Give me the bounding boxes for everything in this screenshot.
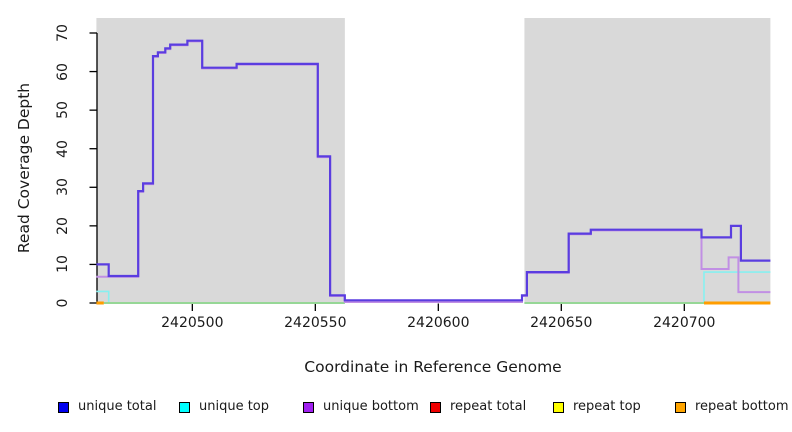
legend-swatch-icon: [303, 401, 314, 413]
y-tick-label: 60: [55, 62, 71, 81]
legend-item-repeat-top: repeat top: [553, 400, 641, 414]
legend-item-unique-top: unique top: [179, 400, 269, 414]
legend-label: unique top: [199, 399, 270, 414]
y-tick-label: 20: [55, 216, 71, 235]
shaded-region: [524, 18, 771, 304]
legend-label: repeat total: [450, 399, 527, 414]
y-tick-label: 50: [55, 101, 71, 120]
y-tick-label: 70: [55, 24, 71, 42]
legend-item-unique-total: unique total: [58, 400, 156, 414]
y-axis-label: Read Coverage Depth: [15, 82, 33, 254]
x-tick-label: 2420700: [653, 315, 716, 331]
series-unique-total: [96, 39, 771, 302]
legend-label: unique total: [78, 399, 157, 414]
legend-item-repeat-total: repeat total: [430, 400, 526, 414]
y-tick-label: 0: [55, 298, 71, 308]
shaded-region: [96, 18, 345, 304]
x-axis-label: Coordinate in Reference Genome: [304, 358, 562, 376]
x-tick-label: 2420650: [530, 315, 593, 331]
legend-item-repeat-bottom: repeat bottom: [675, 400, 789, 414]
legend-label: repeat bottom: [695, 399, 789, 414]
x-tick-label: 2420500: [161, 315, 224, 331]
y-tick-label: 40: [55, 139, 71, 158]
y-tick-label: 10: [55, 255, 71, 274]
x-tick-label: 2420550: [284, 315, 347, 331]
legend-swatch-icon: [179, 401, 190, 413]
legend-swatch-icon: [58, 401, 69, 413]
legend-swatch-icon: [553, 401, 564, 413]
legend-label: unique bottom: [323, 399, 419, 414]
y-tick-label: 30: [55, 178, 71, 197]
legend-swatch-icon: [430, 401, 441, 413]
legend-swatch-icon: [675, 401, 686, 413]
legend-label: repeat top: [573, 399, 641, 414]
x-tick-label: 2420600: [407, 315, 470, 331]
legend-item-unique-bottom: unique bottom: [303, 400, 419, 414]
